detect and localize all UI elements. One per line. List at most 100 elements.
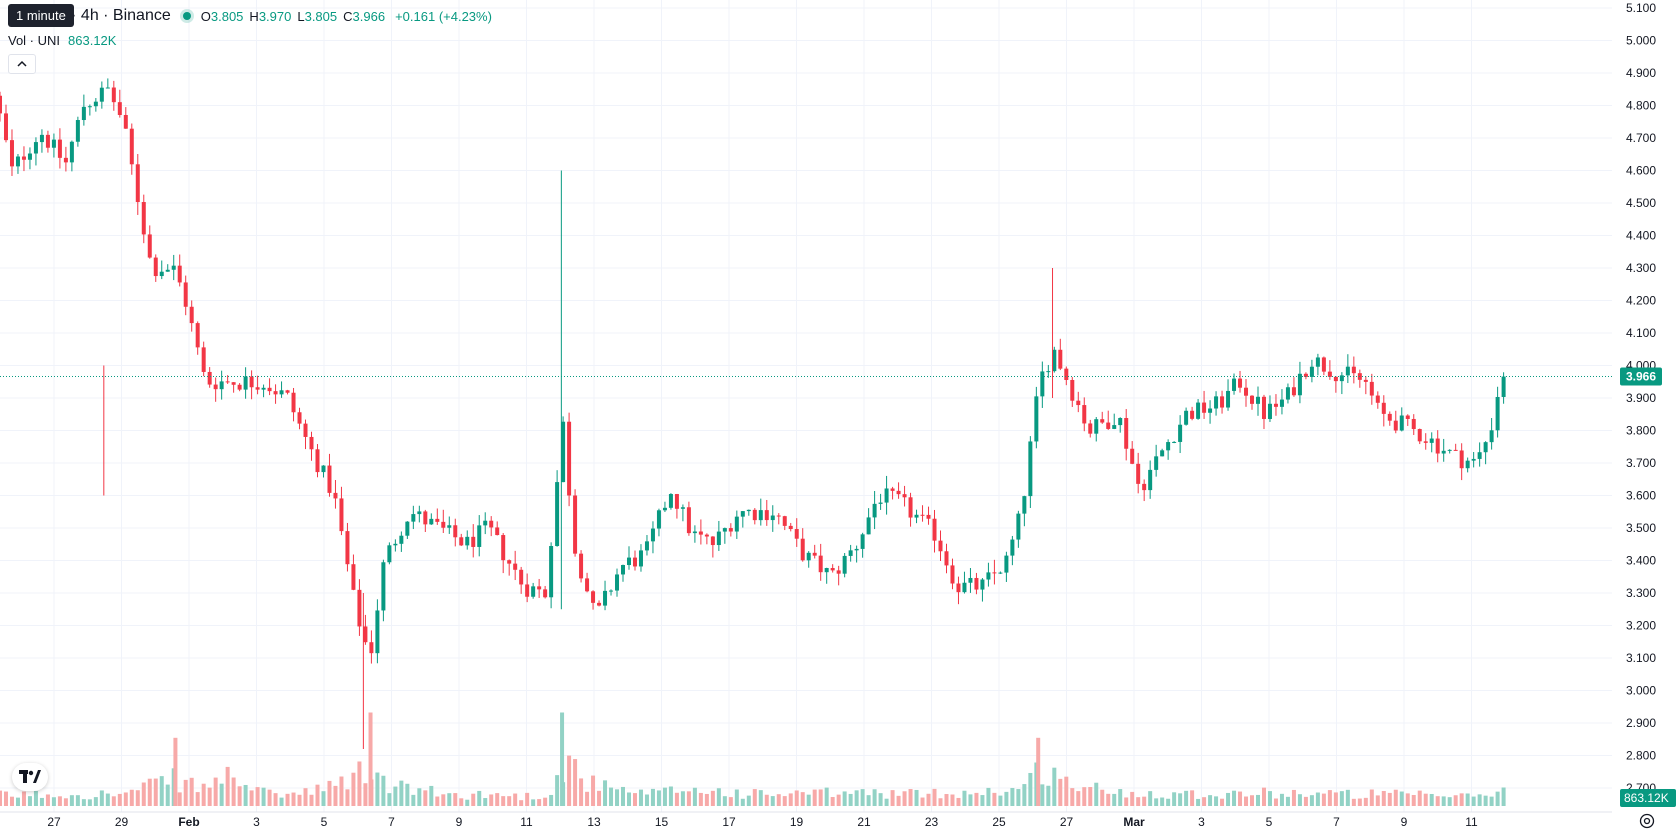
volume-bar <box>585 791 590 806</box>
volume-bar <box>351 772 356 806</box>
volume-bar <box>501 796 506 806</box>
candle-body <box>429 518 434 525</box>
price-tick-label: 3.600 <box>1626 489 1656 503</box>
time-tick-label: 27 <box>47 815 61 829</box>
volume-bar <box>519 800 524 806</box>
volume-bar <box>567 755 572 806</box>
volume-label: Vol · UNI <box>8 33 61 48</box>
volume-bar <box>950 794 955 806</box>
candle-body <box>722 528 727 532</box>
high-value: 3.970 <box>258 8 292 24</box>
volume-bar <box>573 759 578 806</box>
volume-bar <box>734 789 739 806</box>
candle-body <box>309 436 314 450</box>
candle-body <box>1022 496 1027 514</box>
volume-bar <box>1088 787 1093 806</box>
volume-bar <box>812 789 817 806</box>
tradingview-logo-icon[interactable] <box>12 763 48 791</box>
time-tick-label: 17 <box>722 815 736 829</box>
candle-body <box>57 139 62 158</box>
candle-body <box>1136 463 1141 484</box>
collapse-legend-button[interactable] <box>8 54 36 74</box>
volume-bar <box>908 789 913 806</box>
candle-body <box>135 164 140 203</box>
volume-legend[interactable]: Vol · UNI 863.12K <box>8 33 116 48</box>
candle-body <box>1034 396 1039 442</box>
last-price-badge <box>1620 367 1662 386</box>
volume-bar <box>866 795 871 806</box>
candle-body <box>1052 349 1057 372</box>
volume-bar <box>111 796 116 806</box>
volume-bar <box>417 788 422 806</box>
volume-bar <box>177 792 182 806</box>
candle-body <box>381 562 386 611</box>
candle-body <box>327 465 332 493</box>
interval-tooltip: 1 minute <box>8 4 74 27</box>
candle-body <box>1226 390 1231 408</box>
volume-bar <box>75 795 80 806</box>
volume-bar <box>956 797 961 806</box>
volume-bar <box>1495 791 1500 806</box>
candle-body <box>495 527 500 536</box>
candle-body <box>111 87 116 103</box>
volume-bar <box>1184 790 1189 806</box>
volume-bar <box>1405 793 1410 806</box>
volume-bar <box>609 787 614 806</box>
last-price-label: 3.966 <box>1626 370 1656 384</box>
volume-bar <box>27 796 32 806</box>
candle-body <box>1423 441 1428 443</box>
candle-body <box>225 381 230 383</box>
volume-bar <box>1363 797 1368 806</box>
candle-body <box>1064 368 1069 380</box>
price-tick-label: 4.500 <box>1626 196 1656 210</box>
volume-bar <box>1441 796 1446 806</box>
volume-bar <box>644 794 649 806</box>
volume-bar <box>1082 787 1087 806</box>
volume-bar <box>363 783 368 806</box>
price-tick-label: 3.100 <box>1626 651 1656 665</box>
volume-bar <box>153 778 158 806</box>
time-tick-label: 21 <box>857 815 871 829</box>
time-tick-label: 5 <box>321 815 328 829</box>
price-tick-label: 3.000 <box>1626 684 1656 698</box>
candle-body <box>764 510 769 521</box>
volume-bar <box>998 795 1003 806</box>
volume-bar <box>477 790 482 806</box>
candle-body <box>207 371 212 385</box>
low-value: 3.805 <box>304 8 338 24</box>
candle-body <box>1393 420 1398 431</box>
volume-bar <box>1202 797 1207 806</box>
candle-body <box>1046 371 1051 373</box>
candle-body <box>1465 460 1470 469</box>
grid-layer <box>0 0 1612 812</box>
candle-body <box>884 488 889 503</box>
candle-body <box>459 537 464 546</box>
candle-body <box>87 106 92 108</box>
candle-body <box>788 525 793 530</box>
volume-bar <box>902 791 907 806</box>
volume-bar <box>123 792 128 806</box>
candle-body <box>1250 395 1255 404</box>
candle-body <box>1232 378 1237 391</box>
candle-body <box>1118 418 1123 426</box>
candle-body <box>698 531 703 535</box>
volume-bar <box>1459 793 1464 806</box>
candle-body <box>632 557 637 567</box>
volume-bar <box>656 790 661 806</box>
volume-spike-bar <box>1036 737 1041 806</box>
volume-bar <box>387 793 392 806</box>
candle-body <box>183 282 188 307</box>
candle-body <box>369 642 374 654</box>
price-tick-label: 4.200 <box>1626 294 1656 308</box>
volume-bar <box>1226 792 1231 806</box>
volume-bar <box>1040 784 1045 806</box>
chevron-up-icon <box>17 60 27 67</box>
candle-body <box>902 494 907 498</box>
volume-bar <box>1154 798 1159 806</box>
volume-bar <box>195 792 200 806</box>
candle-body <box>201 347 206 372</box>
settings-gear-icon[interactable] <box>1638 812 1656 830</box>
volume-bar <box>453 793 458 806</box>
